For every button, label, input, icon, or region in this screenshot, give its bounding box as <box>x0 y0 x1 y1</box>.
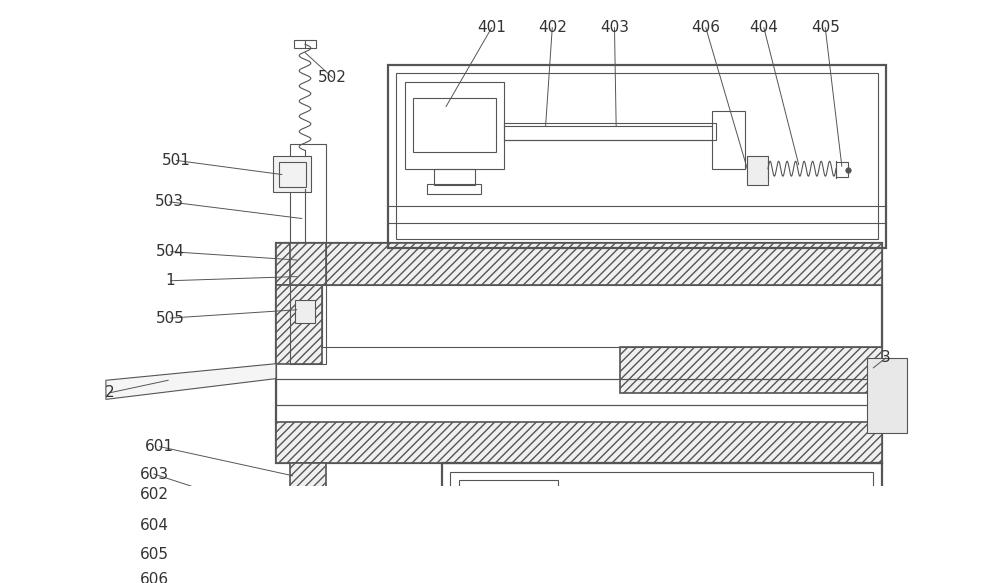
Bar <box>276 243 882 463</box>
Bar <box>220 554 235 583</box>
Bar <box>413 98 496 152</box>
Bar <box>388 65 886 248</box>
Bar <box>290 243 326 285</box>
Bar <box>782 499 815 535</box>
Text: 501: 501 <box>162 153 191 168</box>
Bar <box>276 285 322 364</box>
Bar <box>747 156 768 185</box>
Bar <box>276 378 882 405</box>
Bar <box>279 162 306 187</box>
Bar <box>620 347 882 393</box>
Text: 402: 402 <box>538 20 567 35</box>
Text: 503: 503 <box>155 194 184 209</box>
Bar <box>867 358 907 433</box>
Text: 403: 403 <box>600 20 629 35</box>
Bar <box>294 40 316 48</box>
Text: 404: 404 <box>749 20 778 35</box>
Bar <box>396 73 878 239</box>
Bar <box>322 285 882 347</box>
Bar <box>836 162 848 177</box>
Bar <box>274 507 290 524</box>
Bar <box>558 509 782 524</box>
Bar <box>434 168 475 185</box>
Bar <box>287 554 302 583</box>
Bar <box>273 156 311 192</box>
Bar <box>504 123 716 140</box>
Text: 406: 406 <box>691 20 720 35</box>
Text: 606: 606 <box>139 572 169 583</box>
Bar <box>712 111 745 168</box>
Bar <box>450 472 873 583</box>
Bar <box>242 554 257 583</box>
Bar <box>297 524 317 536</box>
Text: 504: 504 <box>156 244 185 259</box>
Polygon shape <box>106 364 276 399</box>
Bar <box>405 82 504 168</box>
Text: 1: 1 <box>166 273 175 288</box>
Bar <box>442 463 882 583</box>
Bar <box>290 463 326 509</box>
Bar <box>264 554 279 583</box>
Bar <box>208 540 328 583</box>
Text: 3: 3 <box>881 350 891 366</box>
Text: 405: 405 <box>811 20 840 35</box>
Bar <box>276 422 882 463</box>
Bar <box>468 497 548 546</box>
Bar <box>276 243 882 285</box>
Text: 2: 2 <box>105 385 115 400</box>
Bar <box>490 563 528 578</box>
Text: 401: 401 <box>477 20 506 35</box>
Text: 605: 605 <box>140 547 169 562</box>
Text: 505: 505 <box>156 311 185 325</box>
Text: 601: 601 <box>145 439 174 454</box>
Bar <box>295 300 315 323</box>
Bar <box>427 184 481 194</box>
Bar <box>290 144 326 364</box>
Bar <box>290 507 326 524</box>
Text: 502: 502 <box>318 70 347 85</box>
Text: 604: 604 <box>140 518 169 533</box>
Bar <box>483 577 535 583</box>
Text: 602: 602 <box>140 487 169 503</box>
Text: 603: 603 <box>139 466 169 482</box>
Bar <box>459 480 558 563</box>
